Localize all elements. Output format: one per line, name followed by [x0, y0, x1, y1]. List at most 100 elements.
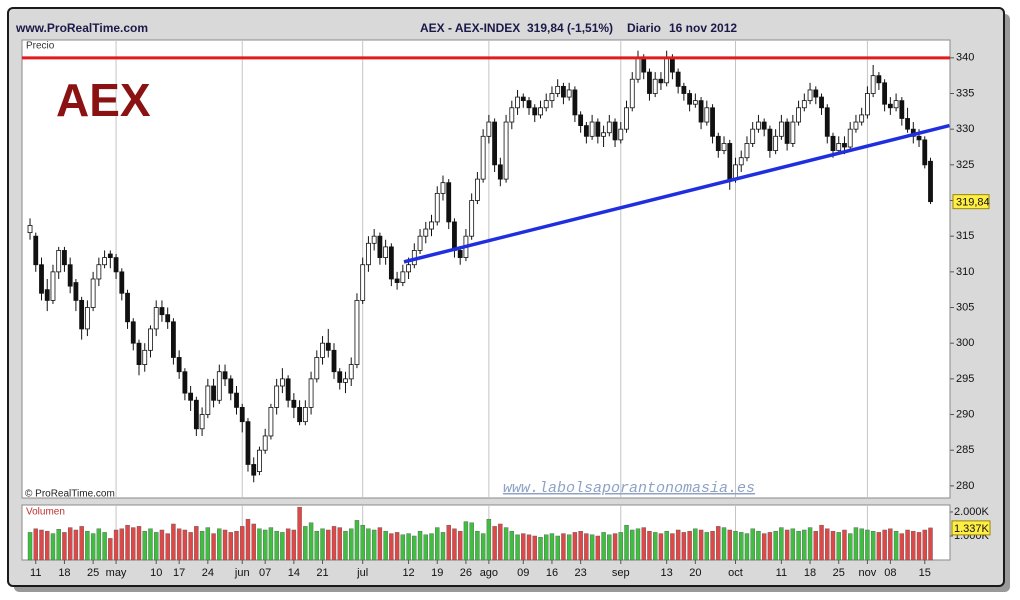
candle-body: [738, 157, 744, 166]
candle-body: [784, 121, 790, 144]
volume-bar: [349, 528, 354, 561]
candle-body: [113, 257, 119, 273]
candle-body: [578, 114, 584, 127]
x-tick-label: 24: [202, 567, 214, 579]
y-tick-label: 305: [956, 301, 974, 313]
candle-body: [583, 125, 589, 137]
volume-bar: [670, 533, 675, 561]
candle-body: [62, 250, 67, 266]
candle-body: [710, 107, 715, 137]
candle-body: [199, 414, 205, 430]
candle-body: [658, 78, 664, 84]
volume-bar: [417, 530, 423, 561]
candle-body: [67, 264, 73, 287]
volume-bar: [262, 529, 268, 561]
candle-body: [474, 178, 480, 201]
volume-bar: [641, 527, 646, 561]
candle-body: [130, 321, 136, 344]
candle-body: [50, 271, 56, 301]
candle-body: [601, 132, 606, 137]
candle-body: [434, 192, 440, 223]
candle-body: [56, 250, 62, 273]
volume-bar: [555, 535, 560, 561]
volume-bar: [326, 529, 331, 561]
candle-body: [366, 242, 371, 266]
price-panel: [21, 39, 951, 499]
candle-body: [635, 57, 641, 80]
candle-body: [675, 71, 681, 87]
volume-bar: [136, 526, 142, 561]
copyright: © ProRealTime.com: [25, 489, 115, 500]
volume-bar: [498, 523, 503, 561]
candle-body: [497, 164, 503, 180]
volume-bar: [526, 534, 532, 561]
candle-body: [532, 107, 538, 116]
volume-bar: [452, 528, 457, 561]
date: 16 nov 2012: [669, 21, 737, 35]
y-tick-label: 340: [956, 52, 974, 64]
candle-body: [612, 121, 618, 141]
candle-body: [515, 96, 520, 109]
volume-bar: [859, 528, 864, 561]
volume-bar: [566, 534, 572, 561]
volume-bar: [383, 530, 388, 561]
volume-bar: [285, 528, 291, 561]
candle-body: [681, 85, 687, 94]
candle-body: [394, 278, 400, 283]
volume-bar: [561, 533, 566, 561]
candle-body: [302, 406, 308, 423]
volume-bar: [234, 530, 239, 561]
x-tick-label: 11: [30, 567, 41, 579]
candle-body: [842, 143, 847, 148]
volume-bar: [337, 527, 342, 561]
volume-bar: [509, 530, 515, 561]
volume-bar: [228, 532, 233, 561]
volume-bar: [194, 526, 199, 561]
candle-body: [469, 200, 475, 237]
x-tick-label: 26: [460, 567, 472, 579]
candle-body: [859, 114, 865, 123]
volume-bar: [716, 526, 721, 561]
candle-body: [314, 357, 320, 380]
volume-bar: [847, 533, 853, 561]
y-tick-label: 310: [956, 266, 974, 278]
volume-bar: [503, 527, 509, 561]
candle-body: [704, 107, 710, 123]
x-tick-label: 18: [58, 567, 70, 579]
x-tick-label: ago: [480, 567, 498, 579]
candle-body: [916, 135, 922, 141]
volume-bar: [819, 524, 824, 561]
candle-body: [136, 342, 142, 365]
candle-body: [887, 103, 893, 109]
volume-bar: [802, 529, 807, 561]
volume-bar: [486, 518, 492, 561]
volume-bar: [739, 532, 744, 561]
candle-body: [790, 121, 796, 144]
x-tick-label: sep: [612, 567, 630, 579]
candle-body: [882, 82, 888, 105]
candle-body: [922, 139, 928, 166]
candle-body: [813, 89, 819, 98]
candle-body: [320, 342, 325, 358]
volume-bar: [377, 527, 383, 561]
logo: AEX: [56, 74, 151, 126]
candle-body: [561, 85, 566, 98]
last-volume-box: [951, 520, 991, 536]
volume-tick-label: 2.000K: [954, 506, 990, 518]
volume-bar: [308, 522, 314, 561]
volume-bar: [446, 524, 451, 561]
volume-bar: [773, 530, 778, 561]
period: Diario: [627, 21, 661, 35]
volume-label: Volumen: [26, 507, 65, 518]
last-price-label: 319,84: [956, 197, 990, 209]
volume-bar: [870, 530, 876, 561]
candle-body: [698, 100, 704, 123]
x-tick-label: nov: [859, 567, 877, 579]
volume-bar: [457, 530, 463, 561]
x-tick-label: may: [106, 567, 127, 579]
volume-bar: [687, 530, 692, 561]
volume-bar: [360, 524, 365, 561]
candle-body: [440, 182, 446, 194]
y-tick-label: 280: [956, 480, 974, 492]
volume-bar: [578, 530, 583, 561]
